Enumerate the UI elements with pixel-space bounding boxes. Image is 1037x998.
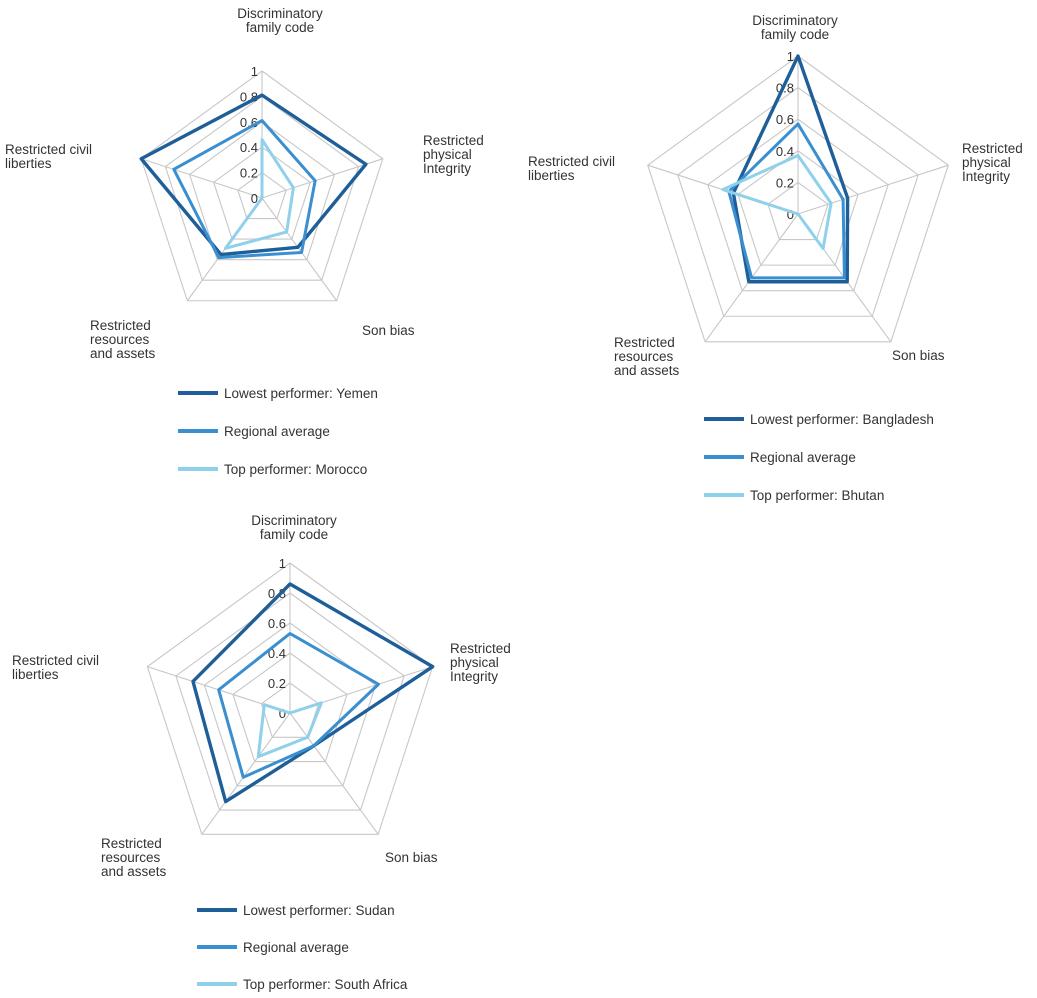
grid-ring — [677, 86, 919, 317]
grid-ring — [175, 592, 405, 811]
legend-item: Regional average — [704, 450, 856, 465]
series-line — [721, 154, 833, 251]
grid-ring — [140, 70, 384, 302]
legend-label: Top performer: South Africa — [243, 977, 408, 992]
legend-item: Lowest performer: Bangladesh — [704, 412, 934, 427]
grid-ring — [164, 95, 360, 281]
tick-label: 0.6 — [776, 112, 794, 127]
legend-item: Top performer: Bhutan — [704, 488, 884, 503]
tick-label: 0.2 — [240, 166, 258, 181]
grid-ring — [647, 55, 949, 343]
axis-label: Restricted civil liberties — [5, 142, 92, 171]
axis-spoke — [201, 712, 291, 835]
legend-label: Lowest performer: Yemen — [224, 386, 378, 401]
axis-spoke — [261, 158, 383, 199]
series-line — [256, 701, 323, 759]
grid-ring — [237, 171, 287, 220]
legend-label: Lowest performer: Bangladesh — [750, 412, 934, 427]
legend-item: Lowest performer: Sudan — [197, 903, 395, 918]
tick-label: 0.2 — [268, 676, 286, 691]
legend-item: Regional average — [178, 424, 330, 439]
axis-spoke — [289, 712, 379, 835]
series-line — [139, 93, 368, 257]
grid-ring — [146, 562, 434, 835]
tick-label: 1 — [787, 49, 794, 64]
axis-label: Restricted resources and assets — [90, 318, 156, 361]
grid-ring — [737, 150, 859, 266]
series-line — [217, 632, 380, 779]
tick-label: 1 — [251, 64, 258, 79]
legend-label: Top performer: Morocco — [224, 462, 367, 477]
tick-label: 0.4 — [240, 140, 258, 155]
tick-label: 0.2 — [776, 175, 794, 190]
axis-label: Restricted resources and assets — [101, 836, 167, 879]
grid-ring — [260, 682, 320, 738]
legend-item: Top performer: South Africa — [197, 977, 408, 992]
axis-spoke — [141, 158, 263, 199]
grid-ring — [188, 121, 336, 261]
tick-label: 0 — [787, 207, 794, 222]
legend-label: Regional average — [243, 940, 349, 955]
legend-item: Lowest performer: Yemen — [178, 386, 378, 401]
tick-label: 1 — [279, 556, 286, 571]
axis-spoke — [261, 197, 338, 302]
legend-label: Lowest performer: Sudan — [243, 903, 395, 918]
grid-ring — [767, 181, 829, 241]
axis-label: Discriminatory family code — [251, 513, 337, 542]
axis-label: Restricted resources and assets — [614, 335, 680, 378]
tick-label: 0.6 — [268, 616, 286, 631]
axis-spoke — [797, 164, 949, 215]
axis-label: Son bias — [892, 348, 945, 363]
radar-chart-3: 0 0.2 0.4 0.6 0.8 1 Discriminatory family code R… — [12, 513, 511, 992]
axis-label: Restricted civil liberties — [12, 653, 99, 682]
axis-label: Son bias — [385, 850, 438, 865]
axis-label: Restricted physical Integrity — [450, 641, 511, 684]
axis-label: Discriminatory family code — [752, 13, 838, 42]
series-line — [172, 119, 317, 260]
tick-label: 0 — [251, 191, 258, 206]
series-line — [191, 582, 435, 804]
legend-item: Top performer: Morocco — [178, 462, 367, 477]
tick-label: 0 — [279, 706, 286, 721]
legend-label: Regional average — [224, 424, 330, 439]
series-line — [731, 54, 850, 284]
legend-label: Top performer: Bhutan — [750, 488, 884, 503]
tick-label: 0.4 — [776, 144, 794, 159]
series-line — [223, 138, 295, 250]
grid-ring — [707, 118, 889, 292]
tick-label: 0.4 — [268, 646, 286, 661]
axis-label: Restricted civil liberties — [528, 154, 615, 183]
axis-label: Discriminatory family code — [237, 6, 323, 35]
axis-label: Son bias — [362, 323, 415, 338]
legend-item: Regional average — [197, 940, 349, 955]
axis-label: Restricted physical Integrity — [423, 133, 484, 176]
axis-label: Restricted physical Integrity — [962, 141, 1023, 184]
tick-label: 0.8 — [268, 586, 286, 601]
legend-label: Regional average — [750, 450, 856, 465]
